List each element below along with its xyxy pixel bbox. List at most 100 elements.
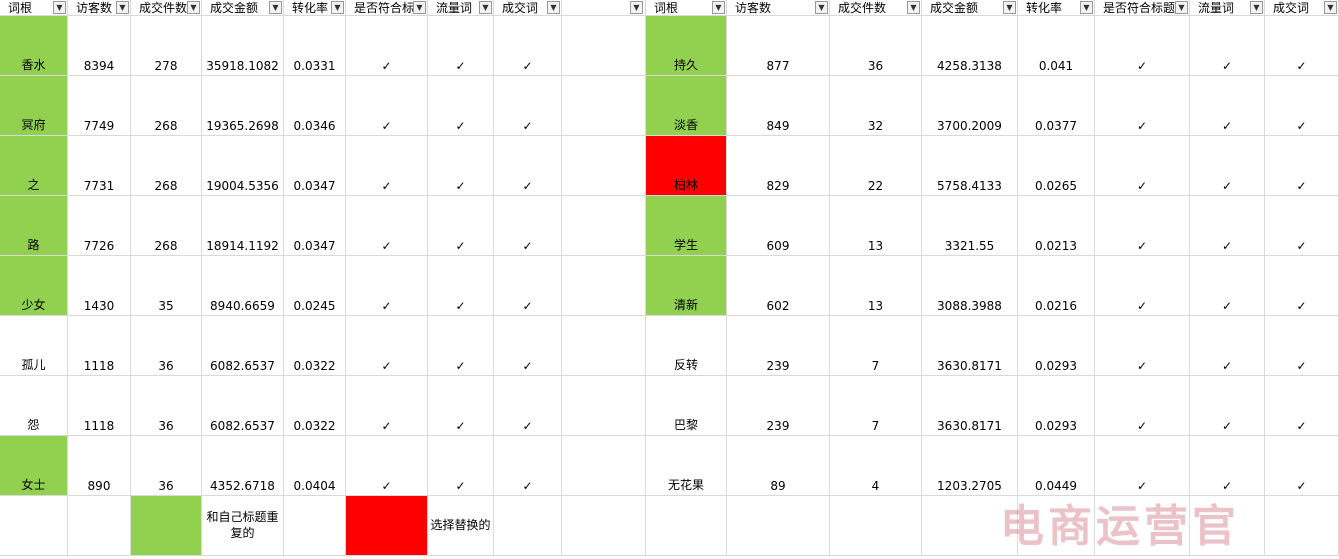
empty-cell (646, 496, 727, 556)
data-cell: ✓ (346, 136, 428, 196)
filter-button[interactable]: ▼ (116, 1, 129, 14)
data-cell: 3700.2009 (922, 76, 1018, 136)
keyword-cell: 无花果 (646, 436, 727, 496)
data-cell: 0.0347 (284, 196, 346, 256)
data-cell: ✓ (1265, 76, 1339, 136)
data-cell: 5758.4133 (922, 136, 1018, 196)
data-cell: ✓ (1190, 436, 1265, 496)
filter-button[interactable]: ▼ (907, 1, 920, 14)
data-cell: 0.0322 (284, 376, 346, 436)
data-cell: ✓ (428, 76, 494, 136)
header-cell: 成交词 (494, 0, 562, 16)
data-cell: 0.0347 (284, 136, 346, 196)
data-cell: 268 (131, 76, 202, 136)
header-cell: 成交词 (1265, 0, 1339, 16)
legend-label: 和自己标题重复的 (202, 496, 284, 556)
data-cell: ✓ (494, 16, 562, 76)
data-cell: 0.041 (1018, 16, 1095, 76)
data-cell: ✓ (346, 76, 428, 136)
filter-button[interactable]: ▼ (1003, 1, 1016, 14)
data-cell: ✓ (1095, 16, 1190, 76)
empty-cell (68, 496, 131, 556)
data-cell: 8940.6659 (202, 256, 284, 316)
data-cell: 239 (727, 316, 830, 376)
data-cell: 1430 (68, 256, 131, 316)
header-cell: 访客数 (68, 0, 131, 16)
empty-cell (830, 496, 922, 556)
data-cell: ✓ (494, 196, 562, 256)
empty-cell (562, 256, 646, 316)
data-cell: 0.0213 (1018, 196, 1095, 256)
data-cell: 7726 (68, 196, 131, 256)
data-cell: 36 (131, 436, 202, 496)
keyword-cell: 反转 (646, 316, 727, 376)
data-cell: ✓ (494, 376, 562, 436)
header-cell: 是否符合标题 (1095, 0, 1190, 16)
data-cell: 0.0346 (284, 76, 346, 136)
data-cell: ✓ (346, 376, 428, 436)
data-cell: 0.0404 (284, 436, 346, 496)
data-cell: 3088.3988 (922, 256, 1018, 316)
filter-button[interactable]: ▼ (815, 1, 828, 14)
header-cell: 词根 (0, 0, 68, 16)
data-cell: 0.0265 (1018, 136, 1095, 196)
filter-button[interactable]: ▼ (712, 1, 725, 14)
data-cell: 6082.6537 (202, 316, 284, 376)
empty-cell (1018, 496, 1095, 556)
keyword-cell: 冥府 (0, 76, 68, 136)
header-cell: 是否符合标题 (346, 0, 428, 16)
data-cell: 849 (727, 76, 830, 136)
data-cell: 4352.6718 (202, 436, 284, 496)
filter-button[interactable]: ▼ (269, 1, 282, 14)
data-cell: 89 (727, 436, 830, 496)
data-cell: ✓ (428, 436, 494, 496)
header-cell: 流量词 (1190, 0, 1265, 16)
data-cell: ✓ (1095, 436, 1190, 496)
empty-cell (562, 0, 646, 16)
filter-button[interactable]: ▼ (630, 1, 643, 14)
data-cell: ✓ (1190, 376, 1265, 436)
data-cell: 239 (727, 376, 830, 436)
header-cell: 访客数 (727, 0, 830, 16)
keyword-cell: 少女 (0, 256, 68, 316)
data-cell: ✓ (494, 76, 562, 136)
header-cell: 成交金额 (202, 0, 284, 16)
empty-cell (1190, 496, 1265, 556)
filter-button[interactable]: ▼ (479, 1, 492, 14)
data-cell: ✓ (346, 256, 428, 316)
data-cell: 1203.2705 (922, 436, 1018, 496)
empty-cell (284, 496, 346, 556)
data-cell: ✓ (1265, 136, 1339, 196)
data-cell: ✓ (1265, 376, 1339, 436)
filter-button[interactable]: ▼ (1080, 1, 1093, 14)
data-cell: 6082.6537 (202, 376, 284, 436)
empty-cell (494, 496, 562, 556)
data-cell: ✓ (428, 316, 494, 376)
filter-button[interactable]: ▼ (1175, 1, 1188, 14)
data-cell: ✓ (494, 136, 562, 196)
data-cell: ✓ (1095, 76, 1190, 136)
data-cell: ✓ (1265, 256, 1339, 316)
keyword-cell: 怨 (0, 376, 68, 436)
data-cell: 18914.1192 (202, 196, 284, 256)
filter-button[interactable]: ▼ (1250, 1, 1263, 14)
filter-button[interactable]: ▼ (53, 1, 66, 14)
data-cell: 7731 (68, 136, 131, 196)
data-cell: 890 (68, 436, 131, 496)
filter-button[interactable]: ▼ (547, 1, 560, 14)
legend-swatch (131, 496, 202, 556)
data-cell: 7 (830, 316, 922, 376)
empty-cell (562, 196, 646, 256)
filter-button[interactable]: ▼ (413, 1, 426, 14)
data-cell: 0.0449 (1018, 436, 1095, 496)
data-cell: 602 (727, 256, 830, 316)
filter-button[interactable]: ▼ (187, 1, 200, 14)
filter-button[interactable]: ▼ (331, 1, 344, 14)
data-cell: ✓ (428, 376, 494, 436)
data-cell: 1118 (68, 316, 131, 376)
data-cell: ✓ (346, 196, 428, 256)
data-cell: ✓ (1265, 436, 1339, 496)
data-cell: 36 (131, 376, 202, 436)
data-cell: ✓ (1265, 196, 1339, 256)
filter-button[interactable]: ▼ (1324, 1, 1337, 14)
